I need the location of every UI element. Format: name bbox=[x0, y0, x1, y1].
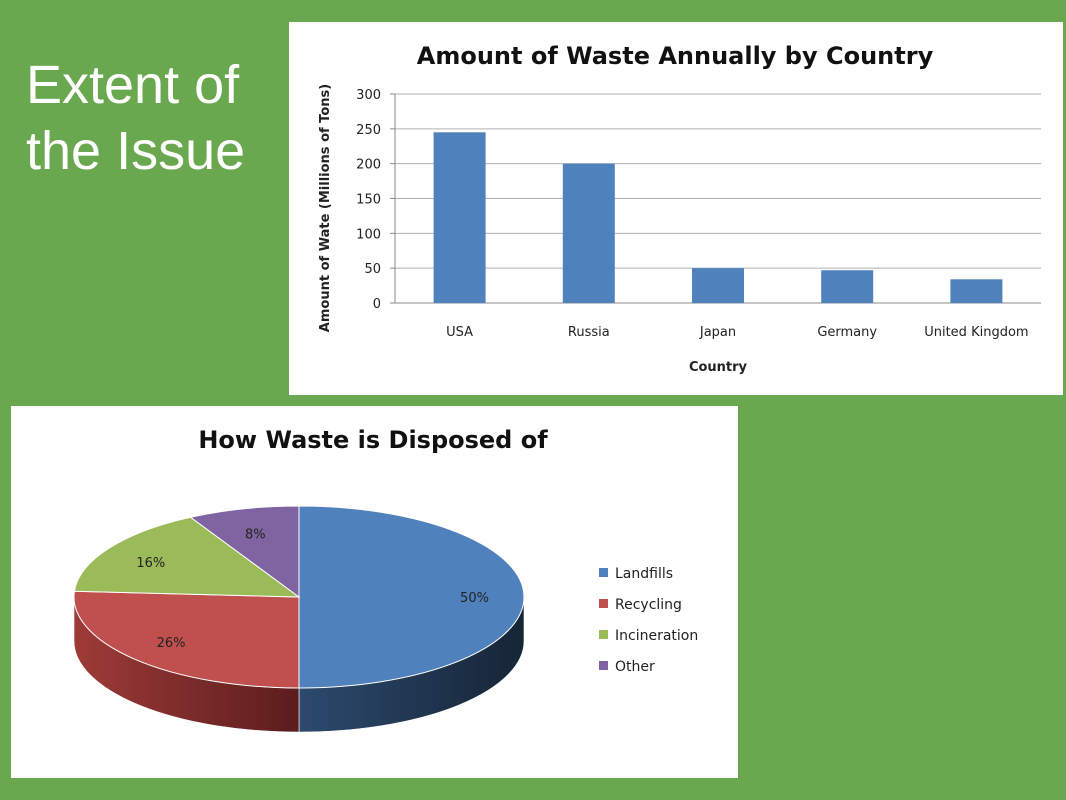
pie-slice-landfills bbox=[298, 505, 525, 689]
legend-label-landfills: Landfills bbox=[615, 566, 673, 582]
bar-x-tick-label: Germany bbox=[817, 325, 877, 340]
bar-y-tick-label: 300 bbox=[356, 88, 381, 103]
legend-swatch-other bbox=[599, 661, 608, 670]
slide-title: Extent of the Issue bbox=[26, 55, 246, 181]
pie-value-label: 8% bbox=[245, 528, 266, 543]
legend-label-incineration: Incineration bbox=[615, 628, 698, 644]
bar-x-axis-label: Country bbox=[689, 360, 748, 375]
bar-y-tick-label: 50 bbox=[364, 262, 381, 277]
bar-y-axis-label: Amount of Wate (Millions of Tons) bbox=[318, 84, 333, 332]
legend-label-recycling: Recycling bbox=[615, 597, 682, 613]
bar-chart-panel: Amount of Waste Annually by Country 0 50 1… bbox=[289, 22, 1063, 395]
bar-x-tick-label: United Kingdom bbox=[924, 325, 1028, 340]
bar-usa bbox=[433, 132, 486, 303]
pie-slice-other bbox=[189, 505, 300, 598]
pie-chart-panel: How Waste is Disposed of 50% 26% 16% 8% Lan… bbox=[11, 406, 738, 778]
legend-swatch-recycling bbox=[599, 599, 608, 608]
pie-slice-recycling bbox=[73, 590, 300, 689]
pie-chart-title: How Waste is Disposed of bbox=[198, 426, 548, 454]
pie-value-label: 16% bbox=[136, 556, 165, 571]
pie-value-label: 26% bbox=[157, 636, 186, 651]
legend-swatch-incineration bbox=[599, 630, 608, 639]
pie-value-label: 50% bbox=[460, 591, 489, 606]
bar-y-tick-label: 150 bbox=[356, 193, 381, 208]
bar-russia bbox=[562, 163, 615, 303]
pie-slice-incineration bbox=[73, 516, 301, 598]
bar-japan bbox=[692, 268, 744, 303]
legend-label-other: Other bbox=[615, 659, 655, 675]
pie-chart: How Waste is Disposed of 50% 26% 16% 8% Lan… bbox=[73, 426, 698, 733]
bar-x-tick-label: USA bbox=[446, 325, 473, 340]
bar-y-tick-label: 0 bbox=[373, 297, 381, 312]
bar-chart-title: Amount of Waste Annually by Country bbox=[417, 42, 934, 70]
bar-chart: Amount of Waste Annually by Country 0 50 1… bbox=[318, 42, 1041, 375]
bar-x-tick-label: Russia bbox=[568, 325, 610, 340]
bar-y-tick-label: 200 bbox=[356, 158, 381, 173]
bar-y-tick-label: 100 bbox=[356, 227, 381, 242]
legend-swatch-landfills bbox=[599, 568, 608, 577]
bar-y-tick-label: 250 bbox=[356, 123, 381, 138]
bar-germany bbox=[821, 270, 874, 303]
bar-united-kingdom bbox=[950, 279, 1003, 303]
bar-x-tick-label: Japan bbox=[699, 325, 736, 340]
